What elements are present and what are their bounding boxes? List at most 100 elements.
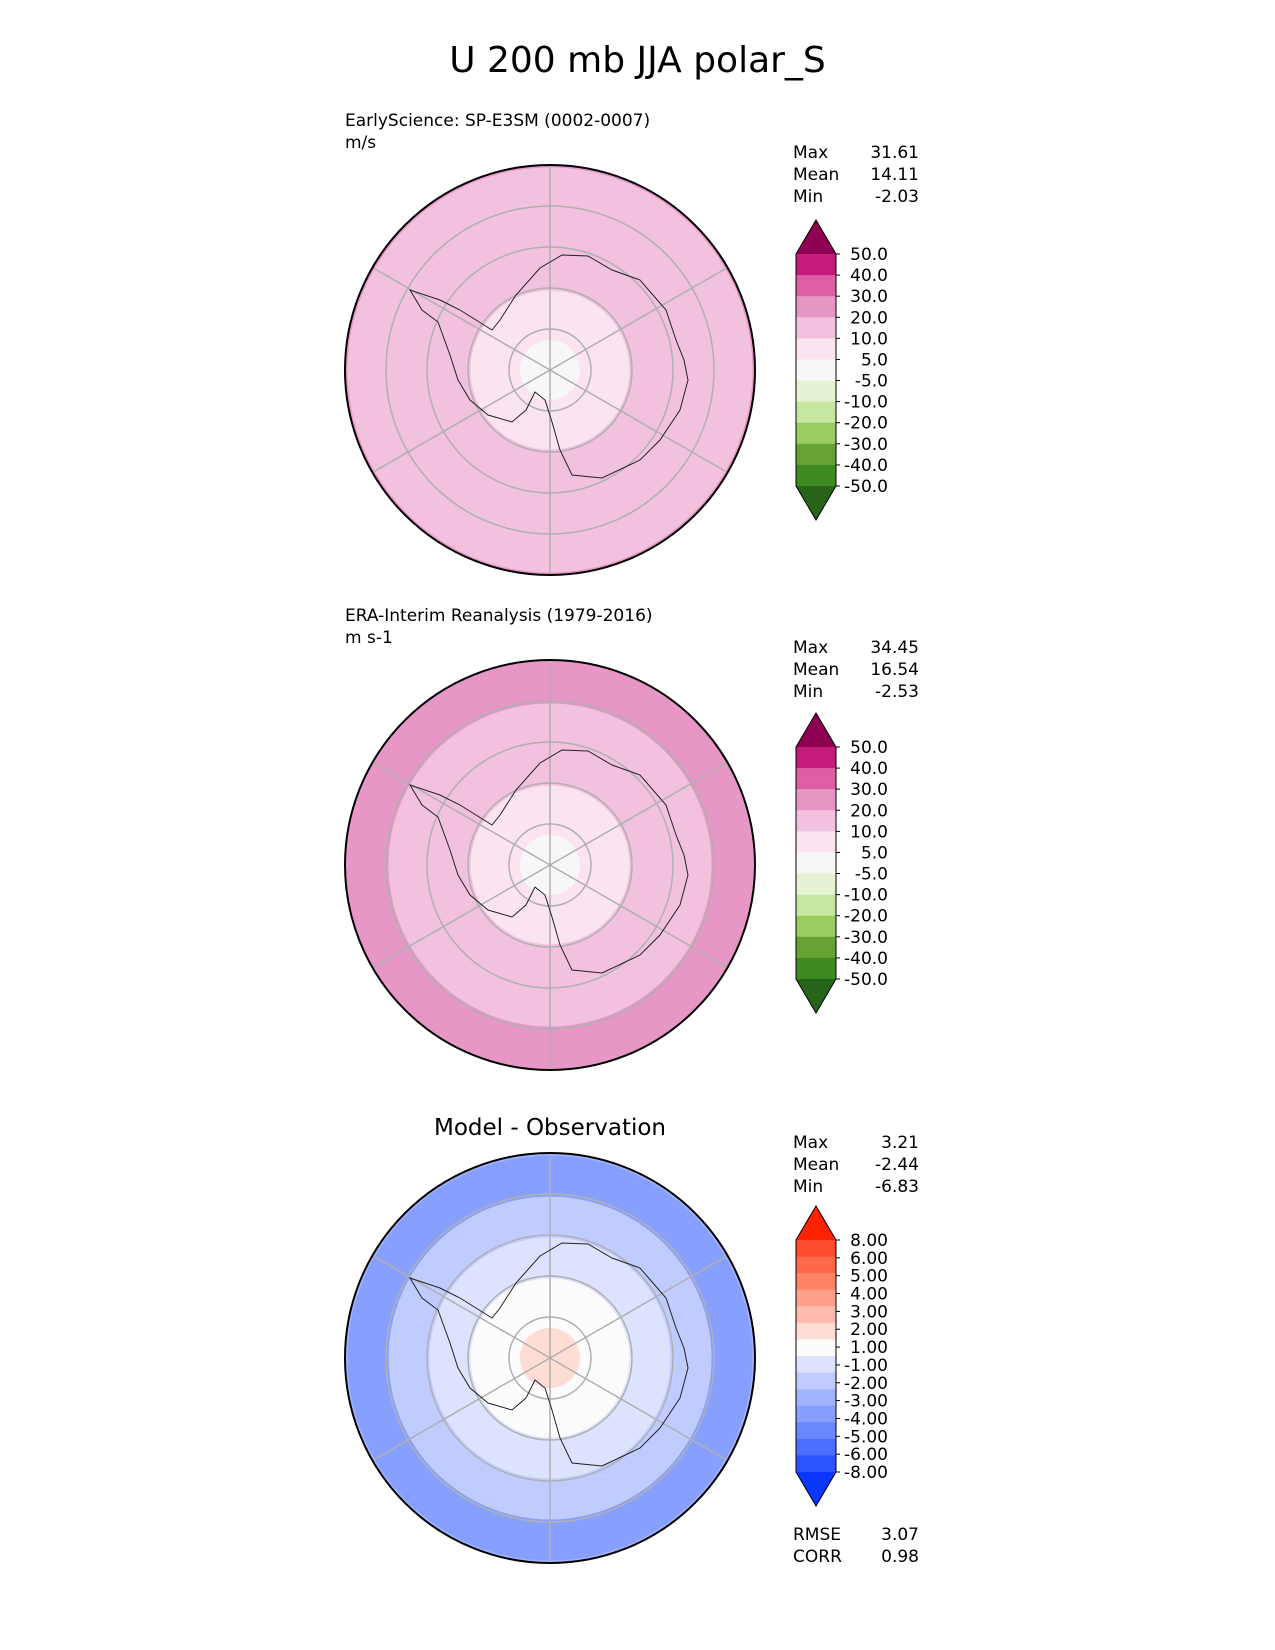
colorbar-bin [796,747,836,769]
colorbar-tick-label: 50.0 [850,738,888,758]
colorbar-bin [796,810,836,832]
colorbar-bin [796,1422,836,1440]
colorbar-bin [796,852,836,875]
colorbar-tick-label: 40.0 [850,266,888,286]
panel-model-units: m/s [345,133,377,153]
colorbar-bin [796,1306,836,1324]
colorbar-tick-label: -20.0 [844,414,888,434]
colorbar-tick-label: 5.0 [861,350,888,370]
panel-obs-stats: Max 34.45 Mean 16.54 Min -2.53 [793,637,919,703]
longitude-line [372,369,551,474]
stat-label: Min [793,187,824,207]
longitude-line [549,1254,728,1359]
longitude-line [549,369,728,474]
stat-label: Max [793,143,829,163]
colorbar-bin [796,1438,836,1456]
stat-label: Mean [793,165,840,185]
colorbar-tick-label: -3.00 [844,1392,888,1412]
map-boundary [344,1152,756,1564]
polar-map-diff [344,1152,756,1564]
colorbar-bin [796,1322,836,1340]
colorbar-extend-bottom [796,979,836,1013]
coastline [408,1242,689,1467]
stat-value: 14.11 [870,165,919,185]
colorbar-tick-label: 5.00 [850,1267,888,1287]
stat-label: Mean [793,660,840,680]
colorbar-tick-label: 6.00 [850,1249,888,1269]
stat-label: Mean [793,1155,840,1175]
longitude-line [549,864,728,969]
colorbar-bin [796,1372,836,1390]
map-field [345,165,755,575]
colorbar-bin [796,1339,836,1357]
colorbar-bin [796,317,836,339]
colorbar-tick-label: 10.0 [850,822,888,842]
colorbar-bin [796,1273,836,1291]
metric-label: RMSE [793,1525,842,1545]
stat-value: -6.83 [875,1177,919,1197]
colorbar-bin [796,831,836,853]
stat-value: -2.44 [875,1155,919,1175]
colorbar-tick-label: -30.0 [844,928,888,948]
colorbar-tick-label: 20.0 [850,308,888,328]
longitude-line [372,1357,551,1462]
map-field [345,1153,755,1563]
colorbar-bin [796,1455,836,1473]
panel-model-stats: Max 31.61 Mean 14.11 Min -2.03 [793,142,919,208]
colorbar-tick-label: 5.0 [861,843,888,863]
colorbar-tick-label: -5.0 [855,865,888,885]
stat-label: Max [793,638,829,658]
colorbar-bin [796,936,836,959]
colorbar-tick-label: 8.00 [850,1231,888,1251]
colorbar-obs: 50.040.030.020.010.05.0-5.0-10.0-20.0-30… [795,712,888,1014]
polar-map-obs [344,659,756,1071]
colorbar-bin [796,873,836,896]
metric-label: CORR [793,1547,842,1567]
colorbar-model: 50.040.030.020.010.05.0-5.0-10.0-20.0-30… [795,219,888,521]
colorbar-bin [796,296,836,318]
colorbar-extend-bottom [796,1472,836,1506]
colorbar-tick-label: -10.0 [844,393,888,413]
panel-model-title: EarlyScience: SP-E3SM (0002-0007) m/s [345,110,650,154]
colorbar-extend-bottom [796,486,836,520]
longitude-line [549,1357,728,1462]
colorbar-bin [796,464,836,487]
map-boundary [344,659,756,1071]
colorbar-tick-label: -8.00 [844,1463,888,1483]
colorbar-tick-label: -40.0 [844,949,888,969]
colorbar-bin [796,380,836,403]
longitude-line [372,761,551,866]
colorbar-tick-label: -30.0 [844,435,888,455]
colorbar-bin [796,1356,836,1374]
panel-diff-stats: Max 3.21 Mean -2.44 Min -6.83 [793,1132,919,1198]
colorbar-tick-label: -50.0 [844,477,888,497]
colorbar-extend-top [796,713,836,747]
longitude-line [372,266,551,371]
metric-value: 3.07 [881,1525,919,1545]
coastline [408,749,689,974]
stat-label: Min [793,1177,824,1197]
colorbar-tick-label: 30.0 [850,287,888,307]
colorbar-tick-label: 50.0 [850,245,888,265]
panel-diff-title: Model - Observation [433,1115,667,1141]
stat-value: 16.54 [870,660,919,680]
longitude-line [372,864,551,969]
longitude-line [549,761,728,866]
colorbar-bin [796,1405,836,1423]
colorbar-tick-label: 20.0 [850,801,888,821]
coastline [408,254,689,479]
colorbar-bin [796,1256,836,1274]
panel-obs-title: ERA-Interim Reanalysis (1979-2016) m s-1 [345,605,653,649]
colorbar-diff: 8.006.005.004.003.002.001.00-1.00-2.00-3… [795,1205,888,1507]
colorbar-bin [796,275,836,297]
stat-value: -2.03 [875,187,919,207]
colorbar-tick-label: -2.00 [844,1374,888,1394]
colorbar-tick-label: -50.0 [844,970,888,990]
colorbar-tick-label: -4.00 [844,1409,888,1429]
panel-obs-units: m s-1 [345,628,393,648]
panel-obs-source: ERA-Interim Reanalysis (1979-2016) [345,606,653,626]
colorbar-tick-label: -5.00 [844,1427,888,1447]
colorbar-bin [796,254,836,276]
colorbar-tick-label: 30.0 [850,780,888,800]
colorbar-bin [796,359,836,382]
